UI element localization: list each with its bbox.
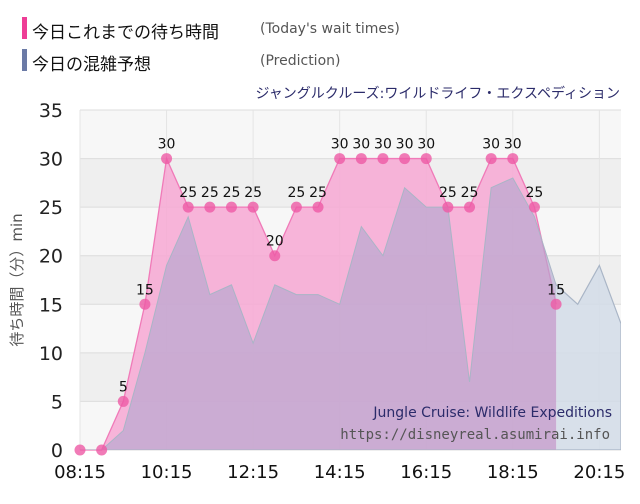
data-label: 30 bbox=[352, 137, 370, 153]
y-axis-title: 待ち時間（分）min bbox=[8, 213, 26, 346]
data-label: 30 bbox=[374, 137, 392, 153]
x-tick-label: 16:15 bbox=[400, 462, 452, 483]
actual-point bbox=[355, 153, 367, 165]
data-label: 25 bbox=[201, 185, 219, 201]
data-label: 25 bbox=[439, 185, 457, 201]
data-label: 5 bbox=[119, 379, 128, 395]
actual-point bbox=[290, 201, 302, 213]
y-tick-label: 15 bbox=[39, 294, 63, 316]
x-tick-label: 14:15 bbox=[314, 462, 366, 483]
data-label: 25 bbox=[223, 185, 241, 201]
data-label: 30 bbox=[482, 137, 500, 153]
watermark-url: https://disneyreal.asumirai.info bbox=[340, 427, 610, 443]
y-tick-label: 10 bbox=[39, 343, 63, 365]
data-label: 30 bbox=[331, 137, 349, 153]
data-label: 15 bbox=[136, 282, 154, 298]
actual-point bbox=[507, 153, 519, 165]
y-tick-label: 35 bbox=[39, 100, 63, 122]
x-tick-label: 18:15 bbox=[487, 462, 539, 483]
y-tick-label: 0 bbox=[51, 440, 63, 462]
watermark-title: Jungle Cruise: Wildlife Expeditions bbox=[373, 405, 612, 421]
legend-label-actual: 今日これまでの待ち時間 bbox=[32, 23, 219, 43]
data-label: 25 bbox=[461, 185, 479, 201]
actual-point bbox=[269, 250, 281, 262]
actual-point bbox=[117, 395, 129, 407]
data-label: 30 bbox=[504, 137, 522, 153]
data-label: 30 bbox=[417, 137, 435, 153]
actual-point bbox=[399, 153, 411, 165]
prediction-tail-area bbox=[556, 263, 622, 450]
data-label: 20 bbox=[266, 234, 284, 250]
data-label: 25 bbox=[287, 185, 305, 201]
actual-point bbox=[225, 201, 237, 213]
data-label: 30 bbox=[396, 137, 414, 153]
y-tick-label: 20 bbox=[39, 246, 63, 268]
legend-swatch-prediction bbox=[22, 49, 27, 71]
legend-note-actual: (Today's wait times) bbox=[260, 21, 400, 37]
actual-point bbox=[204, 201, 216, 213]
data-label: 25 bbox=[179, 185, 197, 201]
actual-point bbox=[161, 153, 173, 165]
actual-point bbox=[312, 201, 324, 213]
data-label: 30 bbox=[158, 137, 176, 153]
actual-point bbox=[442, 201, 454, 213]
data-label: 25 bbox=[244, 185, 262, 201]
attraction-name: ジャングルクルーズ:ワイルドライフ・エクスペディション bbox=[255, 86, 620, 102]
x-tick-label: 10:15 bbox=[141, 462, 193, 483]
actual-point bbox=[74, 444, 86, 456]
data-label: 25 bbox=[526, 185, 544, 201]
actual-point bbox=[139, 298, 151, 310]
plot-band bbox=[80, 110, 621, 159]
actual-point bbox=[528, 201, 540, 213]
y-tick-label: 5 bbox=[51, 391, 63, 413]
data-label: 15 bbox=[547, 282, 565, 298]
actual-point bbox=[420, 153, 432, 165]
actual-point bbox=[247, 201, 259, 213]
actual-point bbox=[377, 153, 389, 165]
legend-swatch-actual bbox=[22, 17, 27, 39]
actual-point bbox=[334, 153, 346, 165]
actual-point bbox=[464, 201, 476, 213]
y-tick-label: 25 bbox=[39, 197, 63, 219]
actual-point bbox=[182, 201, 194, 213]
x-tick-label: 08:15 bbox=[54, 462, 106, 483]
legend-label-prediction: 今日の混雑予想 bbox=[32, 55, 151, 75]
x-tick-label: 12:15 bbox=[227, 462, 279, 483]
actual-point bbox=[485, 153, 497, 165]
legend-note-prediction: (Prediction) bbox=[260, 53, 341, 69]
prediction-area bbox=[80, 177, 557, 450]
y-tick-label: 30 bbox=[39, 149, 63, 171]
actual-point bbox=[550, 298, 562, 310]
x-tick-label: 20:15 bbox=[573, 462, 625, 483]
actual-point bbox=[96, 444, 108, 456]
data-label: 25 bbox=[309, 185, 327, 201]
